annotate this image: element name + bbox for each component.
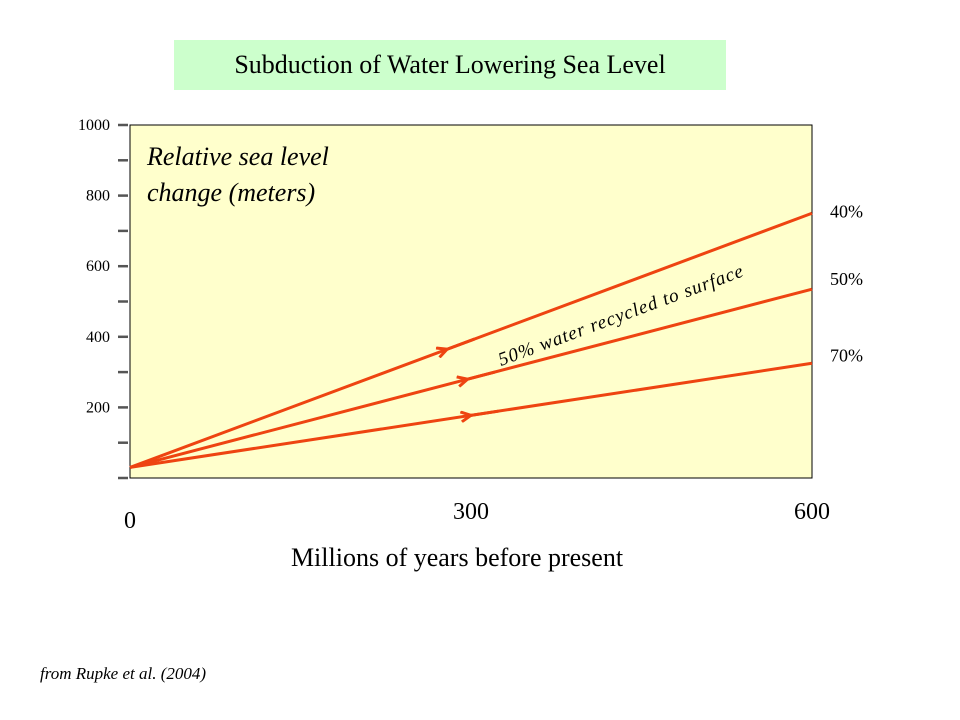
chart-title: Subduction of Water Lowering Sea Level [234,50,666,79]
series-label: 50% [830,269,863,289]
y-tick-label: 1000 [78,117,110,134]
y-tick-label: 200 [86,399,110,416]
x-tick-label: 300 [453,499,489,525]
y-axis: 200 400 600 800 1000 [78,117,128,480]
x-axis-label: Millions of years before present [291,543,624,572]
labels-layer: 0 300 600 40% 50% 70% [124,201,863,534]
source-note: from Rupke et al. (2004) [40,664,207,683]
y-axis-label-line-2: change (meters) [147,178,315,207]
direction-arrow [468,370,496,379]
x-tick-label: 0 [124,508,136,534]
y-tick-label: 400 [86,329,110,346]
series-label: 70% [830,345,863,365]
chart-title-box: Subduction of Water Lowering Sea Level [174,40,726,90]
y-tick-label: 800 [86,188,110,205]
series-label: 40% [830,201,863,221]
y-axis-label-line-1: Relative sea level [146,142,329,171]
series-layer [129,211,813,469]
direction-arrow [471,409,499,415]
y-tick-label: 600 [86,258,110,275]
direction-arrow [447,337,475,349]
x-tick-label: 600 [794,499,830,525]
